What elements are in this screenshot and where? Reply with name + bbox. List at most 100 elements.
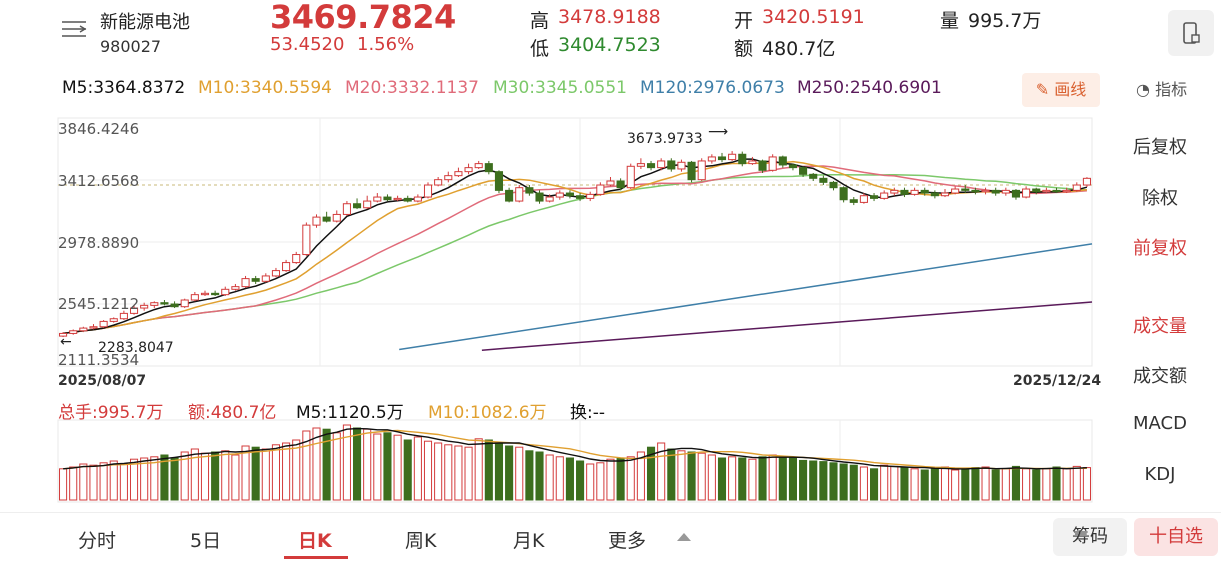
candle-body <box>1001 189 1010 194</box>
candle-body <box>200 292 210 296</box>
candle-body <box>1052 189 1061 193</box>
tab-intraday[interactable]: 分时 <box>78 530 117 552</box>
indicator-label: 指标 <box>1155 80 1188 99</box>
candle-body <box>515 187 524 202</box>
volume-bar <box>434 442 443 501</box>
volume-bar <box>717 457 727 501</box>
volume-bar <box>900 467 909 501</box>
volume-bar <box>190 448 199 501</box>
candle-body <box>890 189 899 194</box>
volume-bar <box>1082 467 1091 501</box>
amount-value: 480.7亿 <box>762 38 836 60</box>
volume-pane-frame <box>57 419 1093 503</box>
side-item-ex-right[interactable]: 除权 <box>1142 188 1178 209</box>
side-item-macd[interactable]: MACD <box>1133 413 1187 434</box>
candle-body <box>819 177 828 183</box>
candle-body <box>160 302 169 305</box>
candle-body <box>180 299 189 308</box>
tab-daily-k[interactable]: 日K <box>298 530 332 552</box>
candle-body <box>748 160 757 165</box>
side-item-volume[interactable]: 成交量 <box>1133 316 1187 337</box>
low-label: 低 <box>530 38 550 60</box>
volume-bar <box>525 450 534 501</box>
volume-bar <box>657 442 666 501</box>
candle-body <box>900 189 909 195</box>
candle-body <box>799 167 808 175</box>
volume-bar <box>59 468 68 501</box>
candle-body <box>849 199 858 203</box>
side-item-forward-adjust[interactable]: 前复权 <box>1133 238 1187 259</box>
min-annotation-arrow: ← <box>60 334 72 350</box>
volume-bar <box>596 462 605 501</box>
draw-line-button[interactable]: ✎ 画线 <box>1022 73 1100 107</box>
high-value: 3478.9188 <box>558 6 661 28</box>
ma20-line <box>63 165 1087 335</box>
candle-body <box>829 181 838 189</box>
volume-bar <box>890 465 899 501</box>
candle-body <box>586 193 595 199</box>
side-item-amount[interactable]: 成交额 <box>1133 366 1187 387</box>
candle-body <box>464 167 473 173</box>
candle-body <box>342 203 351 215</box>
vol-amount-legend: 额:480.7亿 <box>188 403 277 423</box>
max-annotation: 3673.9733 <box>627 131 703 147</box>
indicator-button[interactable]: ◔ 指标 <box>1136 76 1187 100</box>
price-change-pct: 1.56% <box>357 34 415 55</box>
volume-bar <box>535 451 544 501</box>
high-label: 高 <box>530 10 550 32</box>
candle-body <box>606 180 615 186</box>
add-watchlist-button[interactable]: 十自选 <box>1134 518 1218 556</box>
volume-bar <box>1072 465 1081 501</box>
candle-body <box>505 189 514 202</box>
tab-monthly-k[interactable]: 月K <box>513 530 545 552</box>
last-price: 3469.7824 <box>270 0 456 36</box>
landscape-button[interactable] <box>1168 10 1214 56</box>
candle-body <box>545 196 554 202</box>
candle-body <box>971 189 980 193</box>
side-item-kdj[interactable]: KDJ <box>1144 464 1176 485</box>
volume-bar <box>677 450 686 501</box>
ma10-line <box>63 160 1087 335</box>
caret-up-icon[interactable] <box>676 532 692 542</box>
volume-bar <box>971 467 980 501</box>
volume-bar <box>768 454 777 501</box>
menu-icon[interactable] <box>60 18 88 40</box>
price-change: 53.4520 <box>270 34 345 55</box>
candle-body <box>596 184 605 195</box>
volume-bar <box>748 458 757 501</box>
candle-body <box>626 165 635 189</box>
candle-body <box>393 197 402 201</box>
y-tick-4: 2111.3534 <box>58 351 140 369</box>
volume-bar <box>505 445 514 501</box>
volume-bar <box>1011 465 1021 501</box>
volume-bar <box>1022 468 1031 501</box>
tab-more[interactable]: 更多 <box>608 530 647 552</box>
tab-5day[interactable]: 5日 <box>190 530 222 552</box>
volume-bar <box>241 445 250 501</box>
volume-bar <box>109 460 118 501</box>
side-item-back-adjust[interactable]: 后复权 <box>1133 137 1187 158</box>
candle-body <box>211 292 220 296</box>
chips-button[interactable]: 筹码 <box>1053 518 1127 556</box>
volume-value: 995.7万 <box>968 10 1042 32</box>
volume-bar <box>200 452 210 501</box>
candle-body <box>413 196 422 202</box>
volume-bar <box>859 466 868 501</box>
max-annotation-arrow: ⟶ <box>708 124 729 140</box>
active-tab-indicator <box>284 556 348 559</box>
tab-weekly-k[interactable]: 周K <box>405 530 437 552</box>
candle-body <box>616 180 625 189</box>
candle-body <box>951 188 960 194</box>
volume-bar <box>1042 468 1051 501</box>
volume-ma5-line <box>63 427 1087 470</box>
volume-bar <box>79 463 88 501</box>
volume-bar <box>282 442 291 501</box>
volume-bar <box>322 428 331 501</box>
volume-bar <box>910 468 919 501</box>
volume-bar <box>271 444 280 501</box>
volume-bar <box>880 464 889 501</box>
index-code: 980027 <box>100 37 162 56</box>
volume-bar <box>89 464 98 501</box>
volume-bar <box>839 463 848 501</box>
